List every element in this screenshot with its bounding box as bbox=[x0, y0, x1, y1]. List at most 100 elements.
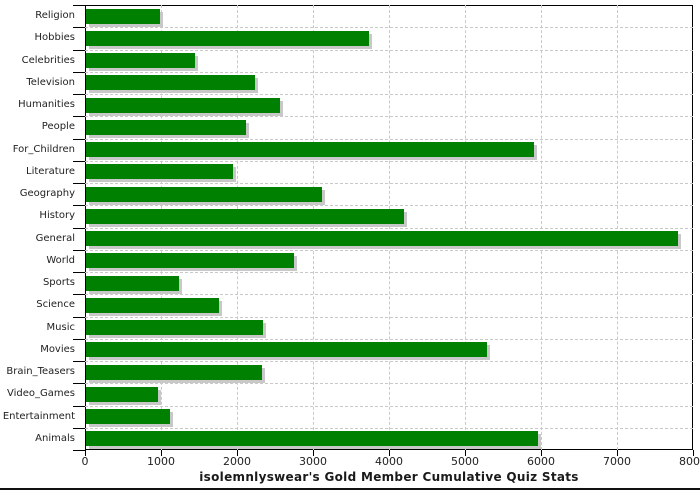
y-axis-tick bbox=[73, 361, 85, 362]
y-axis-tick bbox=[73, 272, 85, 273]
horizontal-gridline bbox=[85, 27, 693, 29]
bar-video_games bbox=[86, 386, 158, 402]
bar-religion bbox=[86, 8, 160, 24]
bar-sports bbox=[86, 275, 179, 291]
x-axis-tick bbox=[693, 450, 694, 456]
y-axis-tick bbox=[73, 405, 85, 407]
category-label: Geography bbox=[19, 188, 75, 200]
bar-movies bbox=[86, 342, 487, 358]
category-label: Humanities bbox=[18, 99, 75, 111]
x-axis-tick-label: 0 bbox=[81, 455, 89, 468]
horizontal-gridline bbox=[85, 427, 693, 429]
y-axis-tick bbox=[73, 450, 85, 451]
category-label: Religion bbox=[35, 10, 75, 22]
category-label: Music bbox=[46, 321, 75, 333]
bar-humanities bbox=[86, 97, 280, 113]
y-axis-tick bbox=[73, 427, 85, 429]
y-axis-tick bbox=[73, 94, 85, 95]
bar-people bbox=[86, 119, 246, 135]
y-axis-tick bbox=[73, 338, 85, 340]
y-axis-tick bbox=[73, 205, 85, 207]
y-axis-tick bbox=[73, 316, 85, 318]
horizontal-gridline bbox=[85, 116, 693, 118]
horizontal-gridline bbox=[85, 49, 693, 51]
category-label: Entertainment bbox=[2, 410, 75, 422]
x-axis-tick-label: 2000 bbox=[223, 455, 251, 468]
horizontal-gridline bbox=[85, 338, 693, 340]
bar-science bbox=[86, 297, 219, 313]
category-label: History bbox=[39, 210, 75, 222]
horizontal-gridline bbox=[85, 227, 693, 229]
horizontal-gridline bbox=[85, 205, 693, 207]
category-label: Celebrities bbox=[21, 54, 75, 66]
bar-television bbox=[86, 75, 255, 91]
y-axis-tick bbox=[73, 383, 85, 385]
horizontal-gridline bbox=[85, 294, 693, 296]
category-label: Science bbox=[36, 299, 75, 311]
x-axis-tick bbox=[617, 450, 618, 456]
chart-title: isolemnlyswear's Gold Member Cumulative … bbox=[199, 470, 579, 484]
y-axis-tick bbox=[73, 27, 85, 29]
y-axis-tick bbox=[73, 294, 85, 296]
y-axis-tick bbox=[73, 5, 85, 6]
bar-entertainment bbox=[86, 409, 170, 425]
horizontal-gridline bbox=[85, 272, 693, 273]
y-axis-tick bbox=[73, 138, 85, 140]
category-label: General bbox=[35, 232, 75, 244]
horizontal-gridline bbox=[85, 94, 693, 95]
category-label: Video_Games bbox=[7, 388, 75, 400]
bar-music bbox=[86, 320, 263, 336]
bar-hobbies bbox=[86, 30, 369, 46]
x-axis-tick-label: 6000 bbox=[527, 455, 555, 468]
bar-animals bbox=[86, 431, 538, 447]
bar-general bbox=[86, 231, 678, 247]
y-axis-tick bbox=[73, 160, 85, 162]
y-axis-tick bbox=[73, 183, 85, 184]
bar-world bbox=[86, 253, 294, 269]
bar-for_children bbox=[86, 142, 534, 158]
horizontal-gridline bbox=[85, 160, 693, 162]
y-axis-tick bbox=[73, 227, 85, 229]
bar-celebrities bbox=[86, 53, 195, 69]
horizontal-gridline bbox=[85, 405, 693, 407]
x-axis-tick-label: 3000 bbox=[299, 455, 327, 468]
y-axis-tick bbox=[73, 249, 85, 251]
category-label: Movies bbox=[40, 343, 75, 355]
x-axis-tick bbox=[313, 450, 314, 456]
category-label: People bbox=[41, 121, 75, 133]
y-axis-tick bbox=[73, 116, 85, 118]
x-axis-tick bbox=[541, 450, 542, 456]
x-axis-tick bbox=[465, 450, 466, 456]
x-axis-tick-label: 5000 bbox=[451, 455, 479, 468]
x-axis-tick-label: 8000 bbox=[679, 455, 700, 468]
category-label: Brain_Teasers bbox=[6, 366, 75, 378]
bar-geography bbox=[86, 186, 322, 202]
horizontal-gridline bbox=[85, 138, 693, 140]
horizontal-gridline bbox=[85, 316, 693, 318]
bar-brain_teasers bbox=[86, 364, 262, 380]
category-label: Hobbies bbox=[34, 32, 75, 44]
x-axis-tick bbox=[85, 450, 86, 456]
bottom-divider bbox=[0, 488, 700, 490]
category-label: Literature bbox=[26, 165, 75, 177]
category-label: World bbox=[46, 254, 75, 266]
category-label: Animals bbox=[35, 432, 75, 444]
category-label: For_Children bbox=[12, 143, 75, 155]
x-axis-tick bbox=[389, 450, 390, 456]
bar-literature bbox=[86, 164, 233, 180]
bar-history bbox=[86, 208, 404, 224]
y-axis-tick bbox=[73, 49, 85, 51]
x-axis-tick-label: 7000 bbox=[603, 455, 631, 468]
x-axis-tick-label: 1000 bbox=[147, 455, 175, 468]
x-axis-tick bbox=[237, 450, 238, 456]
x-axis-tick bbox=[161, 450, 162, 456]
y-axis-tick bbox=[73, 71, 85, 73]
horizontal-gridline bbox=[85, 183, 693, 184]
horizontal-gridline bbox=[85, 71, 693, 73]
x-axis-tick-label: 4000 bbox=[375, 455, 403, 468]
horizontal-gridline bbox=[85, 361, 693, 362]
horizontal-gridline bbox=[85, 249, 693, 251]
category-label: Sports bbox=[42, 277, 75, 289]
category-label: Television bbox=[26, 76, 75, 88]
